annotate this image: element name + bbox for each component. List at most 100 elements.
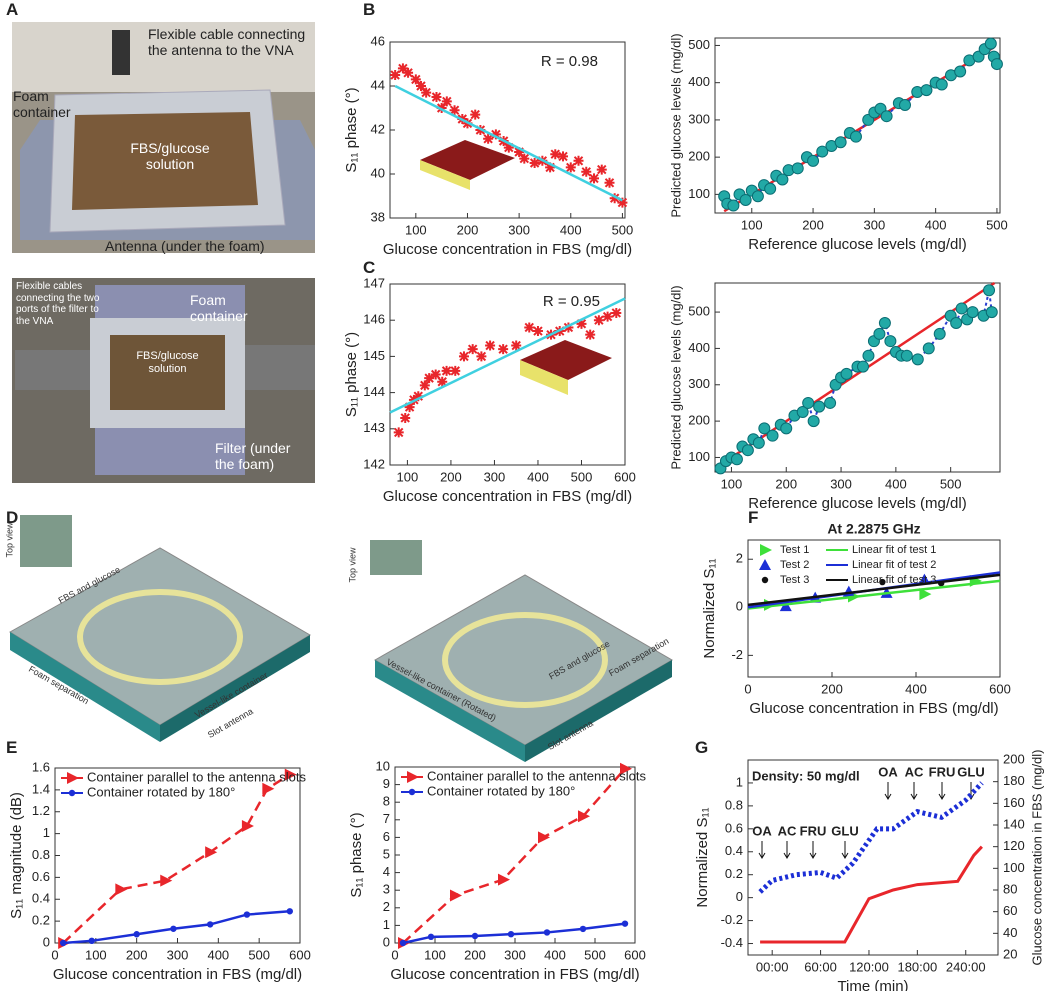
y-tick-label: 400: [688, 340, 710, 355]
y2-tick-label: 40: [1003, 925, 1017, 940]
data-point: [796, 406, 809, 419]
top-view-inset: [20, 515, 72, 567]
y-tick-label: 0.6: [32, 869, 50, 884]
photo-label: Flexible cables connecting the two ports…: [16, 281, 100, 327]
data-point: [791, 162, 804, 175]
y-axis-label: S₁₁ magnitude (dB): [8, 792, 25, 919]
panel-label: A: [6, 0, 19, 19]
y-tick-label: 400: [688, 74, 710, 89]
data-point: [532, 326, 543, 337]
y-tick-label: 10: [376, 758, 390, 773]
y-tick-label: 1: [736, 774, 743, 789]
data-point: [415, 81, 426, 91]
y-tick-label: 44: [371, 77, 385, 92]
diagram-top: [9, 547, 311, 726]
x-tick-label: 0: [744, 681, 751, 696]
x-tick-label: 200: [126, 947, 148, 962]
x-tick-label: 300: [508, 222, 530, 237]
x-tick-label: 100: [405, 222, 427, 237]
x-tick-label: 500: [571, 469, 593, 484]
data-point: [954, 65, 967, 78]
x-axis-label: Glucose concentration in FBS (mg/dl): [53, 966, 302, 983]
annotation-arrow: [783, 841, 791, 859]
data-point: [752, 436, 765, 449]
y2-tick-label: 60: [1003, 903, 1017, 918]
plot-frame: [747, 759, 999, 956]
series-line: [394, 84, 623, 202]
x-tick-label: 200: [802, 217, 824, 232]
data-point: [286, 908, 293, 915]
data-point: [862, 349, 875, 362]
data-point: [390, 70, 401, 80]
data-point: [400, 412, 411, 423]
data-point: [581, 166, 592, 177]
x-tick-label: 400: [885, 476, 907, 491]
y-tick-label: 500: [688, 304, 710, 319]
x-tick-label: 300: [504, 947, 526, 962]
inset-model: [420, 160, 470, 190]
x-tick-label: 00:00: [756, 959, 789, 974]
y-tick-label: 200: [688, 413, 710, 428]
annotation: AC: [778, 823, 797, 838]
data-point: [966, 306, 979, 319]
data-point: [262, 782, 275, 795]
y-tick-label: 500: [688, 37, 710, 52]
annotation-arrow: [910, 782, 918, 800]
data-point: [243, 911, 251, 918]
y-tick-label: 4: [383, 864, 390, 879]
data-point: [758, 422, 771, 435]
data-point: [407, 771, 419, 783]
data-point: [983, 284, 996, 297]
y-tick-label: 200: [688, 149, 710, 164]
data-point: [458, 351, 469, 362]
annotation-arrow: [758, 841, 766, 859]
data-point: [900, 349, 913, 362]
data-point: [922, 342, 935, 355]
y-tick-label: 6: [383, 829, 390, 844]
x-tick-label: 500: [986, 217, 1008, 232]
data-point: [436, 103, 447, 113]
data-point: [397, 63, 408, 74]
data-point: [617, 197, 628, 208]
x-tick-label: 400: [527, 469, 549, 484]
legend-label: Container rotated by 180°: [427, 783, 575, 798]
data-point: [766, 429, 779, 442]
diagram-side: [10, 632, 160, 742]
data-point: [807, 415, 820, 428]
data-point: [485, 340, 496, 351]
y2-tick-label: 200: [1003, 751, 1025, 766]
panel-label: F: [748, 508, 759, 527]
data-point: [761, 576, 769, 584]
legend-label: Container parallel to the antenna slots: [87, 769, 306, 784]
y-tick-label: 100: [688, 449, 710, 464]
data-point: [393, 427, 404, 438]
x-tick-label: 200: [464, 947, 486, 962]
y-tick-label: 0.4: [725, 843, 743, 858]
data-point: [550, 149, 561, 160]
data-point: [403, 67, 414, 78]
y-tick-label: 46: [371, 33, 385, 48]
data-point: [878, 316, 891, 329]
x-tick-label: 240:00: [946, 959, 986, 974]
x-tick-label: 180:00: [897, 959, 937, 974]
data-point: [611, 307, 622, 318]
annotation: OA: [752, 823, 772, 838]
data-point: [543, 929, 551, 936]
y-tick-label: 0.6: [725, 820, 743, 835]
data-point: [760, 544, 772, 556]
data-point: [284, 768, 297, 781]
y-tick-label: 0: [736, 599, 743, 614]
data-point: [593, 315, 604, 326]
y-tick-label: 300: [688, 111, 710, 126]
data-point: [450, 889, 462, 902]
data-point: [950, 316, 963, 329]
annotation-arrow: [884, 782, 892, 800]
x-tick-label: 200: [821, 681, 843, 696]
y-tick-label: 147: [363, 275, 385, 290]
annotation: R = 0.98: [541, 53, 598, 70]
data-point: [449, 105, 460, 116]
annotation: GLU: [831, 823, 858, 838]
data-point: [404, 402, 415, 413]
data-point: [880, 110, 893, 123]
data-point: [133, 931, 140, 938]
